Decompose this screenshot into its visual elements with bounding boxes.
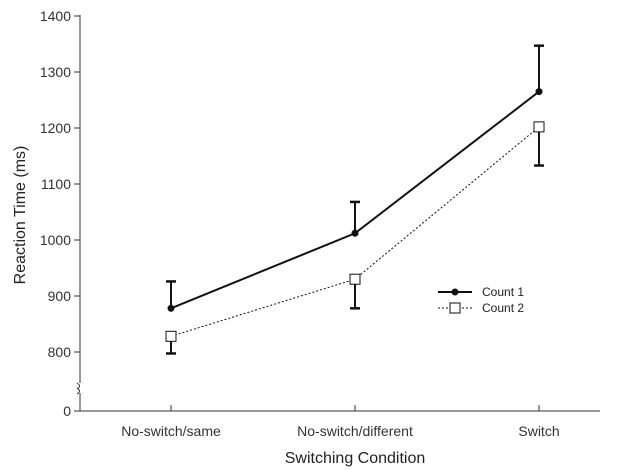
legend-marker-count-1 [451,288,459,296]
x-tick-label: No-switch/same [121,423,221,439]
x-ticks: No-switch/same No-switch/different Switch [121,405,560,439]
axis-break-mark [76,382,80,395]
series-1 [166,44,544,312]
legend-label-count-1: Count 1 [482,285,524,299]
x-axis-title: Switching Condition [285,450,426,467]
y-tick-label: 1000 [40,232,71,248]
legend-marker-count-2 [449,302,461,314]
data-point [351,229,359,237]
data-point [535,88,543,96]
y-tick-label: 900 [48,288,72,304]
data-point [533,121,545,133]
legend-item-count-2: Count 2 [438,301,524,315]
y-tick-label: 0 [63,403,71,419]
y-axis-title: Reaction Time (ms) [12,146,29,285]
legend-label-count-2: Count 2 [482,301,524,315]
axes [76,15,600,412]
data-point [165,330,177,342]
legend: Count 1 Count 2 [438,285,524,315]
y-tick-label: 1200 [40,120,71,136]
x-tick-label: No-switch/different [297,423,413,439]
legend-item-count-1: Count 1 [438,285,524,299]
y-ticks: 0 800 900 1000 1100 1200 1300 1400 [40,8,80,419]
data-point [349,273,361,285]
plot-area [165,44,545,355]
series-2 [165,121,545,355]
y-tick-label: 1100 [41,176,71,192]
x-tick-label: Switch [518,423,559,439]
y-tick-label: 800 [48,344,72,360]
data-point [167,304,175,312]
y-tick-label: 1300 [40,64,71,80]
y-tick-label: 1400 [40,8,71,24]
